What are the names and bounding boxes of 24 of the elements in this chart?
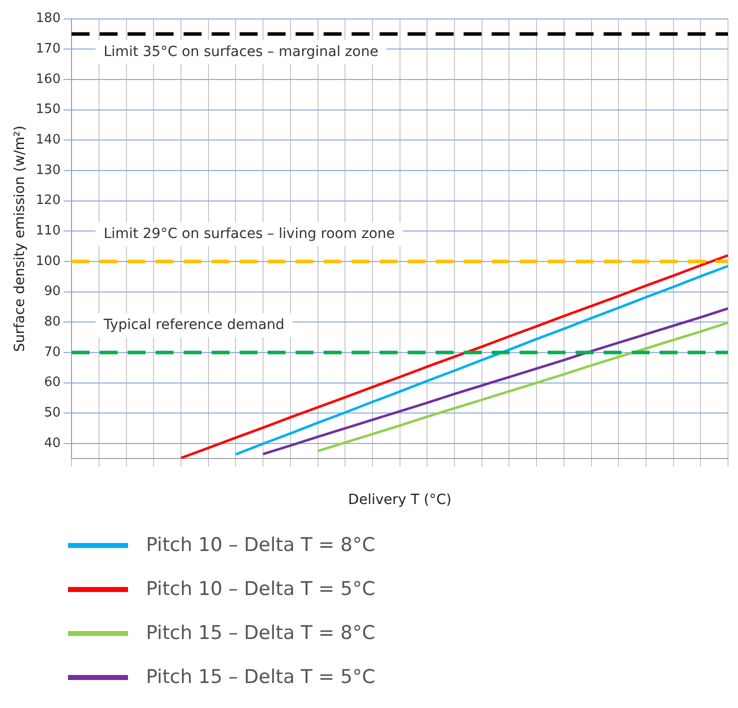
y-tick-label: 160 [36, 72, 61, 87]
y-axis-title: Surface density emission (w/m²) [12, 125, 28, 352]
y-tick-label: 60 [44, 375, 61, 390]
y-tick-label: 100 [36, 254, 61, 269]
y-tick-label: 70 [44, 344, 61, 360]
y-tick-label: 140 [36, 132, 61, 148]
y-tick-label: 80 [44, 314, 61, 330]
y-tick-label: 180 [36, 11, 61, 26]
y-tick-label: 40 [44, 436, 61, 451]
y-tick-label: 120 [36, 193, 61, 208]
y-tick-label: 150 [36, 102, 61, 118]
y-tick-label: 130 [36, 162, 61, 178]
y-tick-label: 110 [36, 223, 61, 238]
y-tick-label: 170 [36, 42, 61, 57]
legend-label: Pitch 10 – Delta T = 5°C [146, 578, 376, 600]
ref-line-label: Limit 35°C on surfaces – marginal zone [104, 44, 378, 60]
ref-line-label: Limit 29°C on surfaces – living room zone [104, 226, 395, 242]
legend-label: Pitch 10 – Delta T = 8°C [146, 534, 376, 556]
legend-label: Pitch 15 – Delta T = 8°C [146, 622, 376, 644]
ref-line-label: Typical reference demand [102, 316, 284, 333]
y-tick-label: 90 [44, 284, 61, 300]
x-axis-title: Delivery T (°C) [348, 492, 452, 508]
y-tick-label: 50 [44, 405, 61, 420]
legend-label: Pitch 15 – Delta T = 5°C [146, 666, 376, 688]
